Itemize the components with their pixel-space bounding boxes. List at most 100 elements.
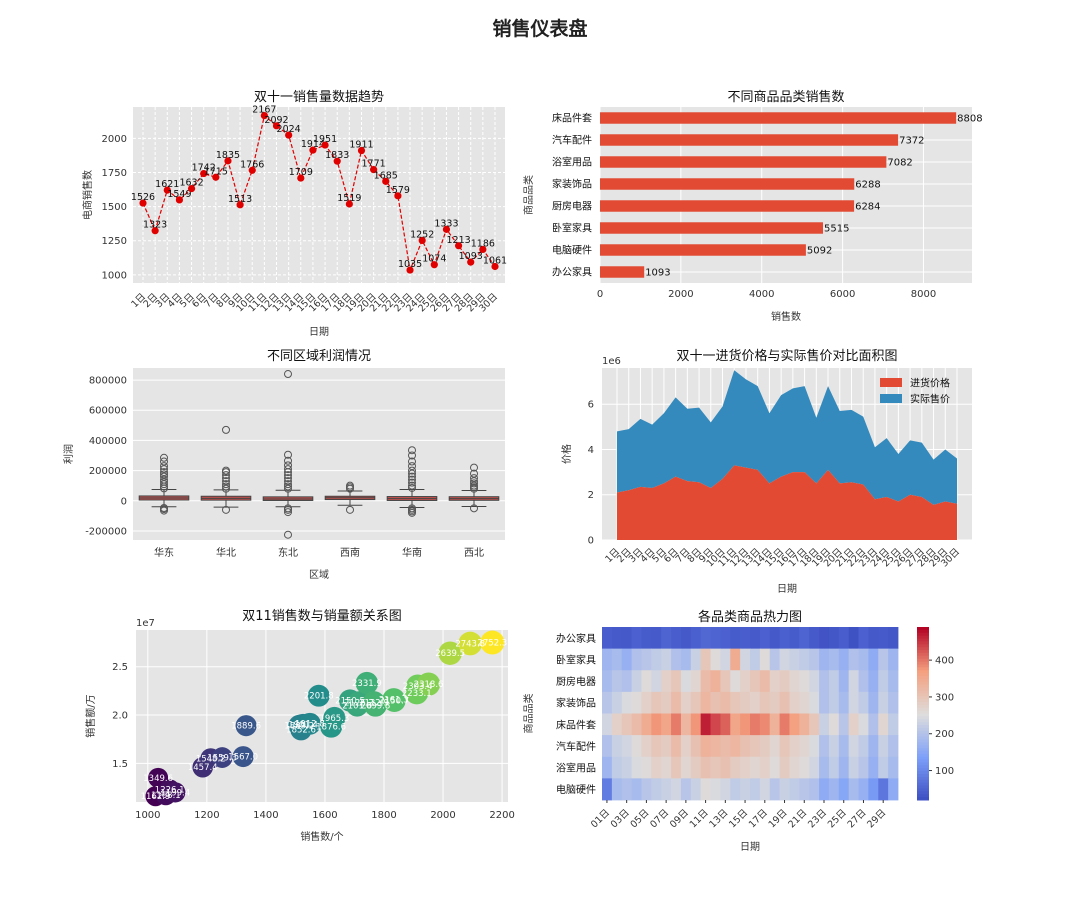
heatmap-cell: [602, 648, 613, 671]
heatmap-cell: [740, 691, 751, 714]
heatmap-xtick-label: 13日: [707, 807, 730, 830]
trend-point: [163, 186, 171, 194]
scatter-data-label: 1901.4: [288, 721, 318, 731]
heatmap-cell: [671, 756, 682, 779]
heatmap-cell: [651, 691, 662, 714]
heatmap-colorbar-step: [917, 701, 929, 706]
region-outlier: [346, 481, 354, 490]
heatmap-cell: [868, 670, 879, 693]
region-outlier: [160, 462, 168, 471]
heatmap-xtick-label: 19日: [767, 807, 790, 830]
trend-point: [333, 157, 341, 165]
scatter-data-label: 1567.0: [228, 753, 258, 763]
heatmap-cell: [769, 735, 780, 758]
region-outlier: [408, 483, 416, 492]
heatmap-cell: [740, 756, 751, 779]
heatmap-cell: [631, 648, 642, 671]
trend-point: [394, 192, 402, 200]
scatter-xtick-label: 1600: [312, 810, 337, 821]
heatmap-colorbar-step: [917, 650, 929, 654]
heatmap-cell: [710, 713, 721, 736]
scatter-point: [364, 694, 387, 717]
heatmap-cell: [759, 691, 771, 714]
heatmap-colorbar-step: [917, 664, 929, 668]
region-title: 不同区域利润情况: [267, 349, 371, 364]
heatmap-cell: [602, 691, 613, 714]
heatmap-colorbar-step: [917, 771, 929, 775]
trend-point: [321, 141, 329, 149]
heatmap-cell: [730, 756, 741, 779]
region-xtick-label: 西南: [340, 546, 360, 559]
heatmap-cell: [828, 670, 840, 693]
category-bar: [600, 178, 855, 190]
heatmap-cell: [809, 756, 820, 779]
heatmap-xtick-label: 25日: [826, 807, 849, 830]
price-ytick-label: 4: [588, 445, 594, 456]
trend-data-label: 1519: [337, 193, 361, 204]
price-legend-label: 进货价格: [910, 377, 950, 390]
category-ytick-label: 厨房电器: [552, 200, 592, 213]
category-bar: [600, 266, 645, 278]
scatter-data-label: 2099.8: [361, 701, 391, 711]
heatmap-cell: [730, 648, 741, 671]
scatter-data-label: 2639.5: [435, 649, 465, 659]
region-outlier: [284, 450, 292, 459]
heatmap-cell: [680, 627, 692, 650]
scatter-data-label: 2743.8: [455, 640, 485, 650]
scatter-data-label: 2101.6: [342, 701, 372, 711]
heatmap-cell: [671, 670, 682, 693]
heatmap-colorbar-step: [917, 707, 929, 712]
heatmap-cell: [769, 713, 780, 736]
heatmap-ytick-label: 床品件套: [556, 718, 596, 731]
heatmap-cell: [819, 691, 830, 714]
region-xtick-label: 华南: [402, 546, 422, 559]
category-bar: [600, 200, 855, 212]
heatmap-colorbar-step: [917, 696, 929, 700]
heatmap-cell: [690, 627, 702, 650]
heatmap-cell: [730, 713, 741, 736]
heatmap-cell: [631, 778, 642, 801]
heatmap-cell: [730, 735, 741, 758]
heatmap-cell: [888, 713, 899, 736]
heatmap-cell: [888, 756, 899, 779]
scatter-data-label: 1548.2: [196, 755, 226, 765]
category-xtick-label: 4000: [749, 289, 774, 300]
heatmap-cell: [858, 735, 869, 758]
heatmap-colorbar-step: [917, 661, 929, 665]
heatmap-colorbar-step: [917, 655, 929, 660]
heatmap-cell: [611, 670, 623, 693]
heatmap-cell: [819, 735, 830, 758]
heatmap-colorbar-step: [917, 652, 929, 657]
trend-point: [187, 184, 196, 193]
heatmap-xtick-label: 29日: [865, 807, 888, 830]
scatter-point: [211, 747, 233, 768]
heatmap-cell: [690, 735, 702, 758]
heatmap-cell: [720, 735, 731, 758]
heatmap-cell: [710, 648, 721, 671]
heatmap-cell: [868, 648, 879, 671]
scatter-point: [235, 715, 257, 737]
heatmap-colorbar-step: [917, 727, 929, 732]
heatmap-cell: [631, 627, 642, 650]
heatmap-cell: [848, 627, 859, 650]
trend-plot-area: [133, 107, 505, 283]
heatmap-cell: [789, 670, 800, 693]
category-data-label: 1093: [645, 268, 670, 279]
trend-point: [285, 131, 293, 139]
region-outlier: [160, 453, 168, 462]
region-ytick-label: 200000: [89, 466, 127, 477]
heatmap-colorbar-step: [917, 722, 929, 726]
heatmap-cell: [858, 713, 869, 736]
heatmap-cell: [809, 691, 820, 714]
heatmap-cell: [641, 756, 652, 779]
region-outlier: [346, 505, 354, 514]
heatmap-cell: [858, 648, 869, 671]
heatmap-colorbar-step: [917, 750, 929, 755]
heatmap-cell: [720, 691, 731, 714]
heatmap-cell: [750, 691, 761, 714]
heatmap-ytick-label: 卧室家具: [556, 653, 596, 666]
region-outlier: [470, 477, 478, 486]
heatmap-cell: [740, 627, 751, 650]
region-outlier: [470, 463, 478, 472]
heatmap-cell: [631, 670, 642, 693]
